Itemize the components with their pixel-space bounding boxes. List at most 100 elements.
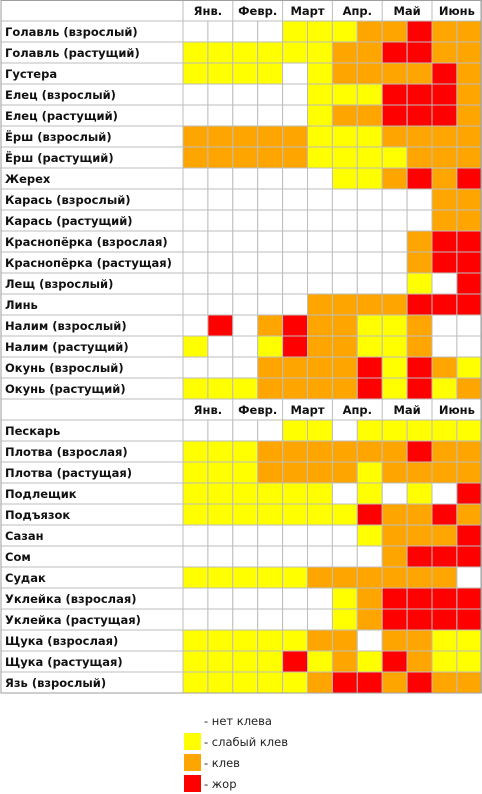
heat-cell xyxy=(182,188,209,211)
heat-cell xyxy=(207,671,234,694)
legend-label-none: - нет клева xyxy=(204,713,272,728)
heat-cell xyxy=(282,419,309,442)
heat-cell xyxy=(207,650,234,673)
heat-cell xyxy=(356,104,383,127)
heat-cell xyxy=(331,482,358,505)
legend-swatch-feed xyxy=(184,775,201,792)
heat-cell xyxy=(257,608,284,631)
heat-cell xyxy=(232,167,259,190)
heat-cell xyxy=(257,419,284,442)
row-label: Окунь (взрослый) xyxy=(5,361,124,375)
heat-cell xyxy=(182,104,209,127)
heat-cell xyxy=(331,335,358,358)
heat-cell xyxy=(182,20,209,43)
row-label: Налим (растущий) xyxy=(5,340,129,354)
heat-cell xyxy=(182,377,209,400)
heat-cell xyxy=(307,524,333,547)
heat-cell xyxy=(257,167,284,190)
heat-cell xyxy=(182,272,209,295)
heat-cell xyxy=(456,146,482,169)
heat-cell xyxy=(307,650,333,673)
heat-cell xyxy=(406,314,433,337)
heat-cell xyxy=(282,314,309,337)
heat-cell xyxy=(356,650,383,673)
heat-cell xyxy=(431,566,458,589)
row-label: Уклейка (растущая) xyxy=(5,613,141,627)
heat-cell xyxy=(431,335,458,358)
month-header-row xyxy=(1,0,482,21)
heat-cell xyxy=(182,230,209,253)
heat-cell xyxy=(282,251,309,274)
heat-cell xyxy=(257,440,284,463)
heat-cell xyxy=(182,293,209,316)
heat-cell xyxy=(456,188,482,211)
heat-cell xyxy=(331,230,358,253)
heat-cell xyxy=(207,230,234,253)
heat-cell xyxy=(431,461,458,484)
heat-cell xyxy=(406,650,433,673)
heat-cell xyxy=(356,209,383,232)
row-label: Судак xyxy=(5,571,46,585)
heat-cell xyxy=(307,419,333,442)
heat-cell xyxy=(406,503,433,526)
heat-cell xyxy=(431,167,458,190)
heat-cell xyxy=(282,671,309,694)
heat-cell xyxy=(331,503,358,526)
heat-cell xyxy=(456,608,482,631)
heat-cell xyxy=(356,440,383,463)
month-label: Март xyxy=(290,403,324,417)
heat-cell xyxy=(381,524,408,547)
heat-cell xyxy=(282,440,309,463)
heat-cell xyxy=(456,356,482,379)
heat-cell xyxy=(282,608,309,631)
heat-cell xyxy=(406,377,433,400)
heat-cell xyxy=(307,293,333,316)
heat-cell xyxy=(232,524,259,547)
heat-cell xyxy=(207,608,234,631)
heat-cell xyxy=(232,62,259,85)
heat-cell xyxy=(232,335,259,358)
legend-label-weak: - слабый клев xyxy=(204,734,288,749)
heat-cell xyxy=(257,62,284,85)
heat-cell xyxy=(456,209,482,232)
heat-cell xyxy=(406,251,433,274)
heat-cell xyxy=(356,230,383,253)
heat-cell xyxy=(207,587,234,610)
month-label: Июнь xyxy=(439,4,475,18)
heat-cell xyxy=(456,125,482,148)
heat-cell xyxy=(331,62,358,85)
heat-cell xyxy=(456,104,482,127)
legend-item-none: - нет клева xyxy=(184,710,288,731)
month-label: Апр. xyxy=(343,4,372,18)
heat-cell xyxy=(431,629,458,652)
heat-cell xyxy=(207,314,234,337)
bite-calendar-chart: Янв. Февр. Март Апр. Май Июнь Голавль (взрослы… xyxy=(0,0,482,694)
row-label: Карась (растущий) xyxy=(5,214,133,228)
heat-cell xyxy=(232,104,259,127)
heat-cell xyxy=(406,188,433,211)
heat-cell xyxy=(331,104,358,127)
heat-cell xyxy=(331,587,358,610)
heat-cell xyxy=(356,41,383,64)
heat-cell xyxy=(406,104,433,127)
heat-cell xyxy=(257,104,284,127)
legend-label-bite: - клев xyxy=(204,755,240,770)
heat-cell xyxy=(431,125,458,148)
heat-cell xyxy=(207,125,234,148)
heat-cell xyxy=(232,377,259,400)
heat-cell xyxy=(207,545,234,568)
heat-cell xyxy=(356,377,383,400)
heat-cell xyxy=(307,167,333,190)
heat-cell xyxy=(406,440,433,463)
heat-cell xyxy=(431,188,458,211)
heat-cell xyxy=(356,503,383,526)
heat-cell xyxy=(406,482,433,505)
heat-cell xyxy=(456,167,482,190)
heat-cell xyxy=(282,125,309,148)
heat-cell xyxy=(257,524,284,547)
heat-cell xyxy=(331,251,358,274)
row-label: Щука (растущая) xyxy=(5,655,123,669)
heat-cell xyxy=(431,20,458,43)
heat-cell xyxy=(257,251,284,274)
heat-cell xyxy=(207,167,234,190)
